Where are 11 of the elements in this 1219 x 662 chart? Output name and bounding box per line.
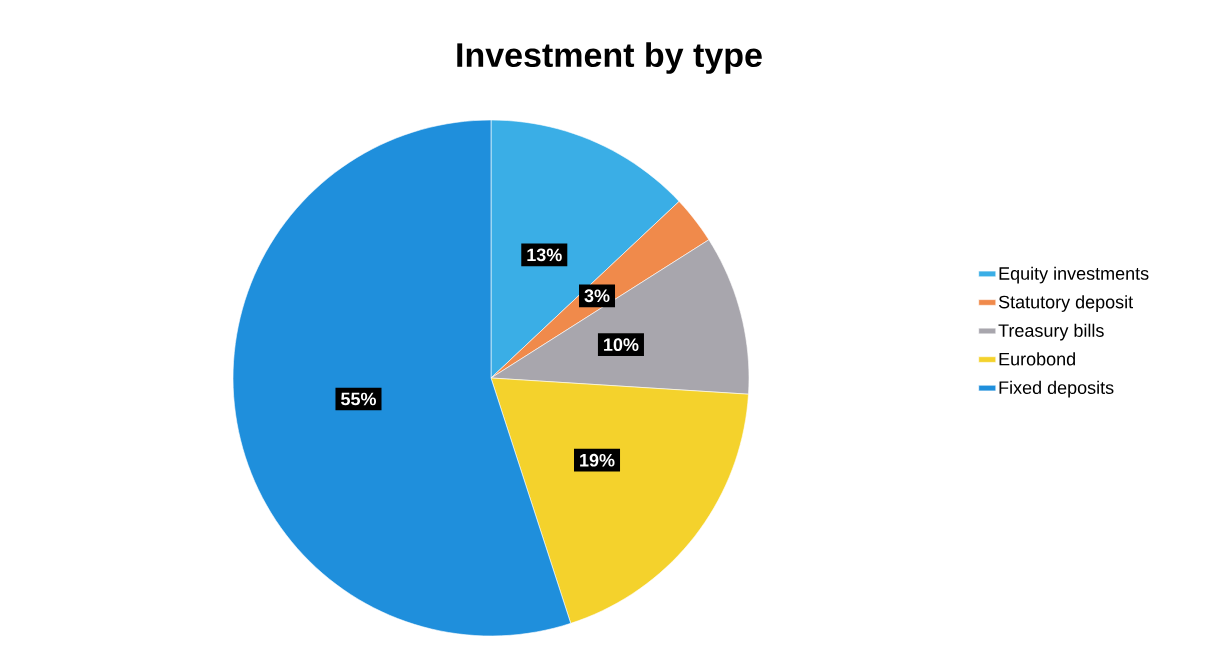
data-label: 55% [341,392,377,406]
chart-title: Investment by type [457,42,762,74]
legend-label: Statutory deposit [998,295,1134,312]
legend-label: Treasury bills [998,323,1104,341]
legend-label: Eurobond [999,352,1075,366]
legend-label: Equity investments [999,266,1149,284]
data-label: 3% [584,289,610,303]
data-label: 19% [580,453,615,467]
data-label: 10% [604,338,639,352]
data-label: 13% [527,248,562,262]
legend-label: Fixed deposits [999,380,1114,398]
